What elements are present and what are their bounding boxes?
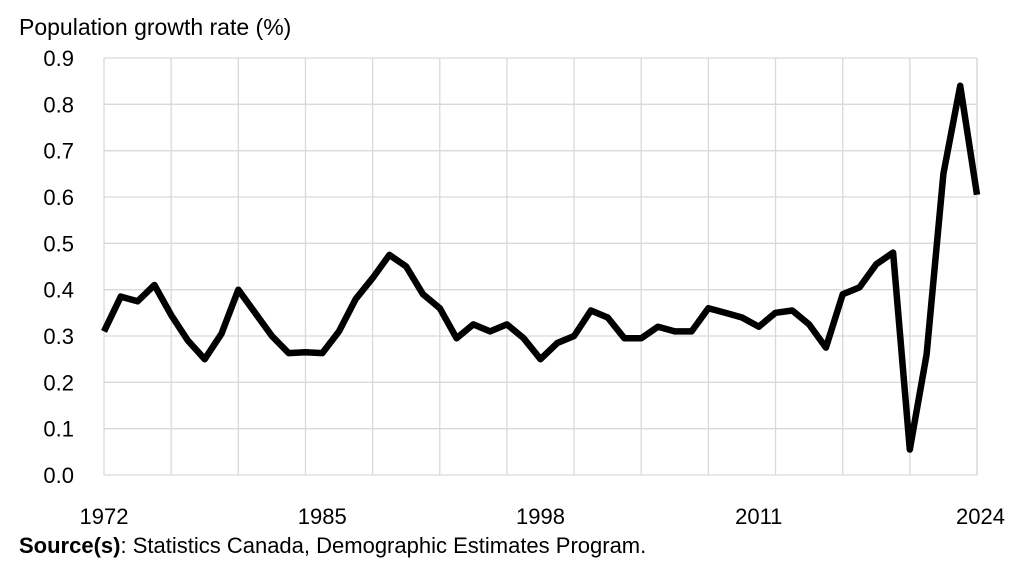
y-tick-label: 0.7 — [43, 139, 74, 164]
y-tick-label: 0.9 — [43, 46, 74, 71]
x-tick-label: 1998 — [516, 504, 565, 529]
series-line — [101, 82, 981, 453]
x-tick-label: 2024 — [956, 504, 1005, 529]
source-note: Source(s): Statistics Canada, Demographi… — [19, 533, 646, 558]
x-tick-label: 1972 — [80, 504, 129, 529]
gridlines — [103, 57, 978, 476]
y-tick-label: 0.1 — [43, 417, 74, 442]
y-axis-ticks: 0.0 0.1 0.2 0.3 0.4 0.5 0.6 0.7 0.8 0.9 — [43, 46, 74, 488]
series-layer — [101, 82, 981, 453]
y-tick-label: 0.6 — [43, 185, 74, 210]
y-tick-label: 0.2 — [43, 370, 74, 395]
y-tick-label: 0.3 — [43, 324, 74, 349]
x-axis-ticks: 1972 1985 1998 2011 2024 — [80, 504, 1005, 529]
x-tick-label: 2011 — [735, 504, 782, 529]
y-tick-label: 0.5 — [43, 231, 74, 256]
y-tick-label: 0.8 — [43, 92, 74, 117]
y-tick-label: 0.4 — [43, 278, 74, 303]
source-label: Source(s) — [19, 533, 120, 558]
y-tick-label: 0.0 — [43, 463, 74, 488]
x-tick-label: 1985 — [298, 504, 347, 529]
source-text: : Statistics Canada, Demographic Estimat… — [120, 533, 646, 558]
y-axis-label: Population growth rate (%) — [19, 14, 291, 40]
